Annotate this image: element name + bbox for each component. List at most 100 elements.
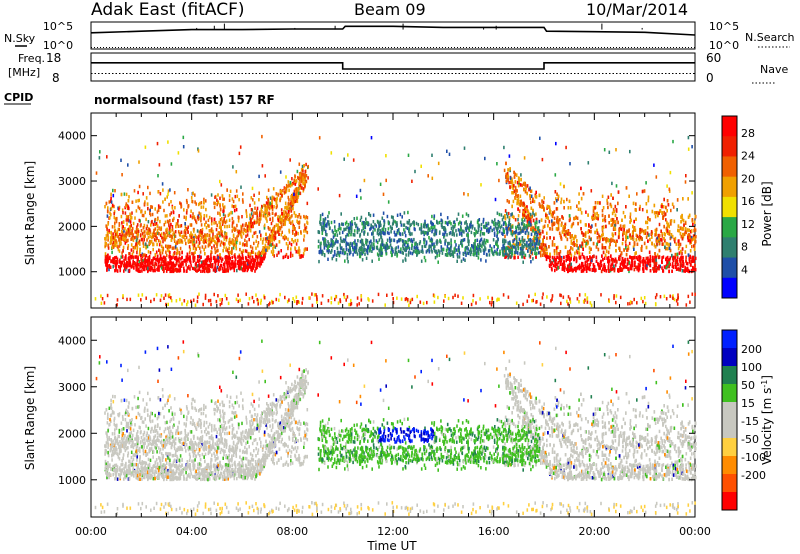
power-cell	[112, 265, 114, 269]
power-cell	[565, 258, 567, 263]
power-cell	[555, 207, 558, 211]
power-cell	[164, 262, 167, 267]
power-cell	[578, 263, 581, 268]
power-cell	[185, 241, 187, 246]
power-cell	[176, 247, 178, 251]
power-cell	[305, 225, 308, 230]
power-cell	[221, 257, 224, 261]
power-cell	[290, 195, 292, 199]
power-cell	[246, 243, 248, 247]
power-cell	[249, 244, 252, 249]
power-cell	[135, 239, 138, 243]
power-cell	[664, 246, 667, 251]
power-cell	[572, 268, 575, 272]
power-cell	[107, 238, 109, 242]
power-cell	[663, 265, 666, 269]
power-cell	[538, 202, 541, 206]
power-cell	[268, 241, 271, 245]
power-cell	[118, 260, 120, 264]
power-cell	[147, 258, 149, 262]
power-cell	[136, 247, 138, 252]
power-cell	[680, 215, 682, 219]
power-cell	[528, 217, 530, 221]
power-cell	[156, 210, 159, 214]
power-cell	[625, 246, 627, 250]
power-cell	[179, 201, 181, 205]
power-cell	[611, 217, 614, 222]
power-cell	[203, 269, 206, 274]
power-cell	[552, 212, 554, 216]
power-cell	[152, 242, 155, 247]
power-cell	[205, 199, 207, 203]
power-cell	[591, 267, 594, 272]
power-cell	[658, 255, 660, 260]
power-cell	[195, 220, 198, 225]
radar-title: Adak East (fitACF)	[91, 0, 245, 20]
power-cell	[162, 260, 165, 264]
power-cell	[211, 238, 214, 242]
power-cell	[596, 236, 599, 240]
power-cell	[647, 195, 650, 199]
power-cell	[151, 219, 153, 224]
power-cell	[255, 262, 258, 266]
power-cell	[130, 254, 133, 259]
power-cell	[299, 255, 301, 259]
power-cell	[617, 201, 619, 206]
power-cell	[572, 236, 575, 241]
power-cell	[517, 176, 520, 180]
power-cell	[216, 236, 218, 241]
power-cell	[267, 226, 270, 230]
power-cell	[223, 265, 226, 269]
power-cell	[579, 256, 581, 260]
power-cell	[129, 217, 132, 222]
power-cell	[294, 182, 297, 186]
power-cell	[198, 211, 200, 215]
power-cell	[616, 217, 618, 221]
power-cell	[632, 201, 635, 206]
power-cell	[229, 189, 232, 193]
power-cell	[523, 255, 526, 259]
power-cell	[299, 215, 302, 220]
power-cell	[291, 229, 294, 233]
power-cell	[270, 250, 273, 254]
power-cell	[302, 252, 305, 256]
power-cell	[639, 263, 641, 268]
power-cell	[121, 221, 123, 225]
power-cell	[207, 263, 209, 268]
power-cell	[135, 267, 137, 272]
power-cell	[222, 242, 225, 246]
power-cell	[674, 236, 677, 241]
power-cell	[259, 261, 261, 265]
power-cell	[650, 230, 653, 234]
power-cell	[205, 238, 208, 243]
power-cell	[291, 238, 293, 242]
power-cell	[287, 180, 290, 184]
power-cell	[190, 209, 192, 213]
power-cell	[119, 265, 121, 269]
power-cell	[181, 235, 184, 239]
power-cell	[689, 235, 692, 240]
power-cell	[173, 239, 176, 243]
power-cell	[556, 255, 558, 259]
power-cell	[555, 227, 558, 231]
power-cell	[290, 251, 292, 255]
power-cell	[599, 266, 601, 270]
power-cell	[621, 267, 624, 272]
power-cell	[681, 251, 683, 255]
power-cell	[168, 244, 171, 249]
power-cell	[297, 193, 300, 197]
power-cell	[292, 223, 294, 227]
power-cell	[112, 260, 115, 265]
power-cell	[277, 223, 279, 227]
power-cell	[121, 260, 124, 264]
power-cell	[626, 262, 629, 266]
power-cell	[223, 263, 225, 267]
power-cell	[129, 263, 131, 268]
power-cell	[244, 261, 247, 265]
power-cell	[164, 214, 167, 218]
power-cell	[167, 263, 170, 268]
power-cell	[631, 258, 633, 262]
power-cell	[294, 188, 297, 192]
power-cell	[597, 240, 599, 244]
power-cell	[143, 253, 145, 257]
